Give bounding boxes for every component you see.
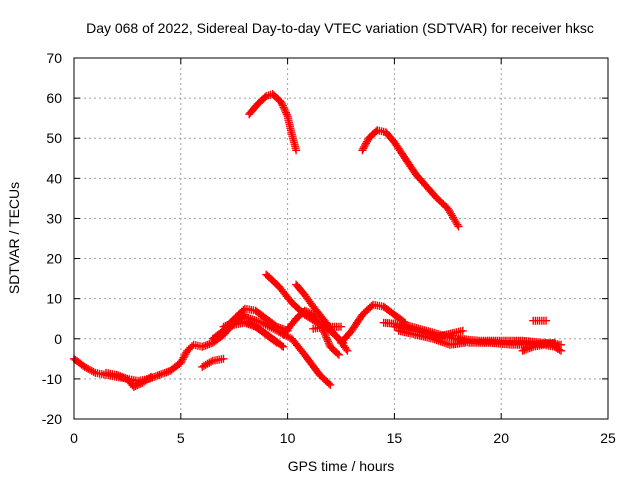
series-markers	[337, 300, 410, 347]
y-tick-label: -10	[42, 371, 62, 387]
series-arc-18	[390, 322, 467, 341]
y-tick-label: -20	[42, 411, 62, 427]
series-arc-14	[337, 300, 410, 347]
plot-frame	[73, 57, 609, 420]
grid-layer	[74, 58, 608, 419]
y-tick-label: 70	[46, 50, 62, 66]
tick-layer: 0 5 10 15 20 25 -20 -10 0 10 20 30 40 50 60 70	[42, 50, 616, 446]
series-arc-20	[529, 316, 551, 325]
x-axis-label: GPS time / hours	[288, 458, 395, 474]
y-tick-label: 40	[46, 170, 62, 186]
series-markers	[240, 312, 335, 389]
y-tick-label: 50	[46, 130, 62, 146]
series-arc-2	[102, 368, 155, 391]
y-tick-label: 30	[46, 210, 62, 226]
series-markers	[529, 316, 551, 325]
y-tick-label: 10	[46, 291, 62, 307]
x-tick-label: 10	[280, 430, 296, 446]
series-markers	[198, 354, 228, 371]
series-arc-4	[198, 354, 228, 371]
series-markers	[358, 126, 463, 231]
x-tick-label: 5	[177, 430, 185, 446]
series-markers	[219, 316, 288, 351]
series-markers	[102, 368, 155, 391]
chart-title: Day 068 of 2022, Sidereal Day-to-day VTE…	[86, 20, 594, 36]
series-arc-7	[219, 316, 288, 351]
x-tick-label: 15	[387, 430, 403, 446]
y-axis-label: SDTVAR / TECUs	[6, 182, 22, 294]
y-tick-label: 0	[54, 331, 62, 347]
data-layer	[70, 90, 565, 391]
series-arc-21	[518, 340, 565, 355]
series-markers	[390, 322, 467, 341]
x-tick-label: 25	[600, 430, 616, 446]
series-arc-15	[358, 126, 463, 231]
series-arc-8	[240, 312, 335, 389]
x-tick-label: 0	[70, 430, 78, 446]
y-tick-label: 20	[46, 251, 62, 267]
y-tick-label: 60	[46, 90, 62, 106]
series-markers	[245, 90, 301, 155]
series-arc-9	[245, 90, 301, 155]
x-tick-label: 20	[493, 430, 509, 446]
